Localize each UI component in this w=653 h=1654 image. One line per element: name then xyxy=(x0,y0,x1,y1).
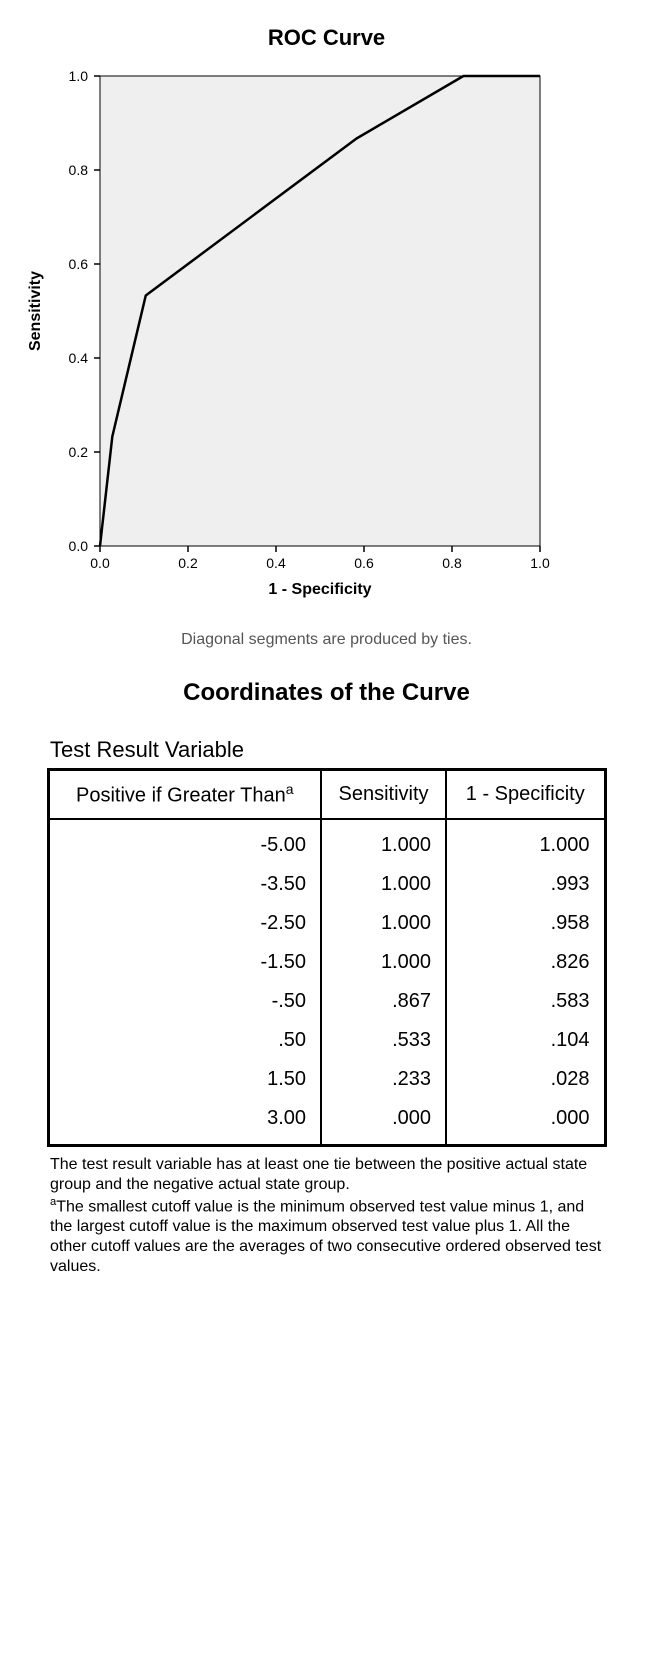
table-cell: .826 xyxy=(446,943,605,982)
svg-text:0.0: 0.0 xyxy=(69,538,89,554)
roc-chart: 0.0 0.2 0.4 0.6 0.8 1.0 0.0 0.2 0.4 0.6 0.8 1.0 1 - … xyxy=(20,66,633,611)
table-cell: .233 xyxy=(321,1060,446,1099)
svg-text:0.4: 0.4 xyxy=(69,350,89,366)
svg-text:0.8: 0.8 xyxy=(69,162,89,178)
table-cell: 1.000 xyxy=(321,904,446,943)
table-header-row: Positive if Greater Thana Sensitivity 1 … xyxy=(48,770,605,819)
svg-text:1.0: 1.0 xyxy=(69,68,89,84)
table-row: -3.501.000.993 xyxy=(48,865,605,904)
footnotes: The test result variable has at least on… xyxy=(50,1155,603,1277)
svg-text:0.2: 0.2 xyxy=(178,555,198,571)
table-title: Coordinates of the Curve xyxy=(20,679,633,707)
table-cell: .50 xyxy=(48,1021,321,1060)
table-cell: 1.000 xyxy=(321,819,446,865)
table-cell: -1.50 xyxy=(48,943,321,982)
table-cell: .993 xyxy=(446,865,605,904)
table-cell: 1.50 xyxy=(48,1060,321,1099)
table-cell: .533 xyxy=(321,1021,446,1060)
svg-text:Sensitivity: Sensitivity xyxy=(27,271,44,351)
table-cell: -5.00 xyxy=(48,819,321,865)
table-cell: .000 xyxy=(321,1099,446,1146)
table-cell: .867 xyxy=(321,982,446,1021)
table-row: -2.501.000.958 xyxy=(48,904,605,943)
footnote-main: The test result variable has at least on… xyxy=(50,1155,603,1195)
svg-text:0.6: 0.6 xyxy=(69,256,89,272)
table-cell: 1.000 xyxy=(321,865,446,904)
svg-text:0.4: 0.4 xyxy=(266,555,286,571)
table-row: -.50.867.583 xyxy=(48,982,605,1021)
table-cell: .958 xyxy=(446,904,605,943)
col-header-threshold: Positive if Greater Thana xyxy=(48,770,321,819)
table-cell: 1.000 xyxy=(321,943,446,982)
table-cell: .583 xyxy=(446,982,605,1021)
chart-note: Diagonal segments are produced by ties. xyxy=(20,631,633,649)
table-row: .50.533.104 xyxy=(48,1021,605,1060)
table-row: -5.001.0001.000 xyxy=(48,819,605,865)
table-row: 1.50.233.028 xyxy=(48,1060,605,1099)
svg-text:1.0: 1.0 xyxy=(530,555,550,571)
svg-text:0.2: 0.2 xyxy=(69,444,89,460)
table-cell: 1.000 xyxy=(446,819,605,865)
col-header-sensitivity: Sensitivity xyxy=(321,770,446,819)
svg-text:1 - Specificity: 1 - Specificity xyxy=(268,581,371,598)
roc-svg: 0.0 0.2 0.4 0.6 0.8 1.0 0.0 0.2 0.4 0.6 0.8 1.0 1 - … xyxy=(20,66,560,606)
table-cell: .104 xyxy=(446,1021,605,1060)
col-header-specificity: 1 - Specificity xyxy=(446,770,605,819)
svg-text:0.8: 0.8 xyxy=(442,555,462,571)
table-cell: -3.50 xyxy=(48,865,321,904)
table-cell: .028 xyxy=(446,1060,605,1099)
chart-title: ROC Curve xyxy=(20,25,633,51)
svg-text:0.0: 0.0 xyxy=(90,555,110,571)
table-row: 3.00.000.000 xyxy=(48,1099,605,1146)
table-cell: 3.00 xyxy=(48,1099,321,1146)
svg-text:0.6: 0.6 xyxy=(354,555,374,571)
table-cell: -.50 xyxy=(48,982,321,1021)
coordinates-table: Positive if Greater Thana Sensitivity 1 … xyxy=(47,768,607,1147)
table-row: -1.501.000.826 xyxy=(48,943,605,982)
table-cell: .000 xyxy=(446,1099,605,1146)
footnote-a: aThe smallest cutoff value is the minimu… xyxy=(50,1195,603,1277)
table-cell: -2.50 xyxy=(48,904,321,943)
table-subtitle: Test Result Variable xyxy=(50,737,633,763)
